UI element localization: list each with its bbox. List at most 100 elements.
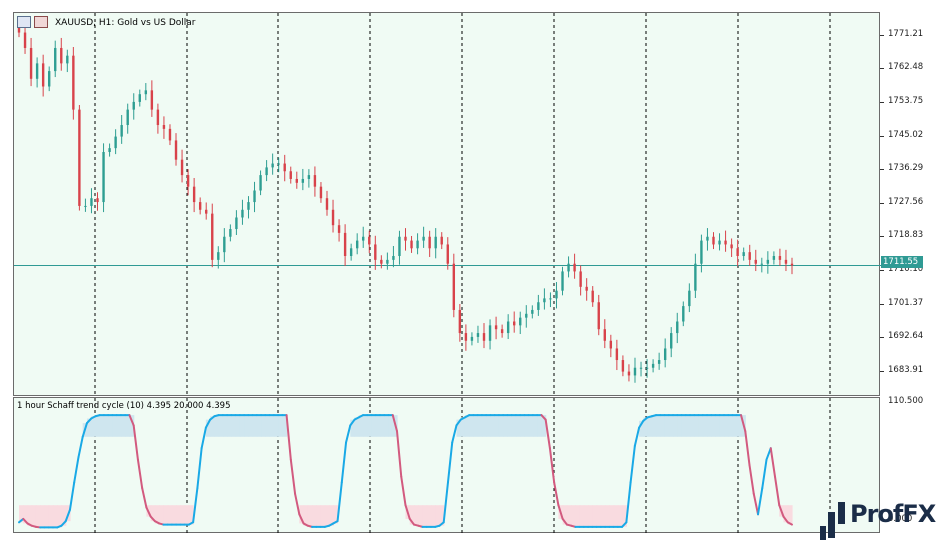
stc-line-segment	[786, 521, 793, 526]
candle	[500, 324, 504, 338]
price-axis-label: 1718.83	[888, 230, 924, 241]
candle	[639, 361, 643, 377]
indicator-pane[interactable]	[13, 397, 880, 534]
chart-bars-icon[interactable]	[34, 16, 48, 28]
overbought-zone	[99, 415, 105, 437]
candle	[84, 198, 87, 212]
candle	[760, 257, 764, 273]
candle	[428, 230, 431, 257]
candle	[60, 37, 63, 71]
oversold-zone	[312, 505, 317, 527]
oversold-zone	[409, 505, 415, 525]
overbought-zone	[715, 415, 721, 437]
stc-line-segment	[349, 418, 356, 427]
price-axis-tick	[880, 34, 884, 36]
candle	[670, 327, 673, 358]
candle	[162, 116, 166, 139]
overbought-zone	[515, 415, 521, 437]
overbought-zone	[227, 415, 232, 437]
candle	[422, 226, 425, 248]
overbought-zone	[125, 415, 131, 437]
overbought-zone	[528, 415, 534, 437]
indicator-axis-label: 110.500	[888, 396, 924, 406]
oversold-zone	[184, 505, 190, 525]
candle	[682, 301, 685, 327]
overbought-zone	[244, 415, 249, 437]
candle	[235, 210, 238, 236]
candle	[543, 288, 546, 310]
price-axis-label: 1736.29	[888, 163, 924, 174]
candle	[567, 256, 570, 278]
stc-line-segment	[544, 418, 551, 450]
stc-line-segment	[128, 414, 135, 427]
overbought-zone	[464, 415, 470, 437]
oversold-zone	[150, 505, 156, 522]
stc-line-segment	[761, 458, 768, 490]
candle	[736, 239, 739, 267]
overbought-zone	[694, 415, 700, 437]
price-axis-tick	[880, 68, 884, 70]
candle	[168, 124, 172, 146]
price-axis-tick	[880, 303, 884, 305]
candle	[615, 339, 619, 371]
candle	[549, 292, 552, 308]
overbought-zone	[647, 416, 653, 437]
stc-line-segment	[149, 515, 156, 523]
candle	[766, 251, 770, 274]
overbought-zone	[698, 415, 704, 437]
oversold-zone	[35, 505, 41, 528]
stc-line-segment	[298, 513, 305, 525]
stc-line-segment	[22, 517, 29, 525]
overbought-zone	[108, 415, 114, 437]
candle	[724, 230, 727, 252]
stc-line-segment	[289, 458, 297, 495]
stc-line-segment	[60, 520, 67, 527]
oversold-zone	[180, 505, 186, 525]
candle	[392, 245, 395, 268]
overbought-zone	[265, 415, 271, 437]
overbought-zone	[205, 419, 211, 437]
candle	[331, 199, 335, 233]
price-chart-pane[interactable]	[13, 12, 881, 397]
brand-watermark: ProfFX	[820, 498, 946, 546]
price-axis-tick	[880, 135, 884, 137]
oversold-zone	[329, 505, 334, 526]
stc-line-segment	[748, 464, 755, 495]
candle	[700, 234, 703, 273]
overbought-zone	[520, 415, 526, 437]
oversold-zone	[413, 505, 419, 526]
candle	[754, 249, 757, 272]
overbought-zone	[273, 415, 279, 437]
oversold-zone	[61, 505, 67, 526]
overbought-zone	[222, 415, 228, 437]
candle	[253, 181, 256, 213]
candle	[247, 196, 250, 219]
candle	[126, 103, 129, 134]
stc-line-segment	[540, 414, 547, 421]
oversold-zone	[622, 505, 627, 527]
stc-line-segment	[64, 508, 71, 523]
candle	[398, 230, 401, 265]
overbought-zone	[490, 415, 496, 437]
oversold-zone	[44, 505, 50, 528]
candle	[694, 253, 697, 299]
overbought-zone	[494, 415, 500, 437]
price-axis-label: 1745.02	[888, 129, 924, 140]
overbought-zone	[681, 415, 687, 437]
candle	[138, 89, 141, 107]
candle	[349, 243, 353, 261]
oversold-zone	[600, 505, 606, 527]
oversold-zone	[566, 505, 572, 526]
candle	[41, 54, 45, 97]
overbought-zone	[120, 415, 126, 437]
price-axis-tick	[880, 370, 884, 372]
overbought-zone	[507, 415, 513, 437]
overbought-zone	[732, 415, 738, 437]
overbought-zone	[498, 415, 504, 437]
oversold-zone	[609, 505, 615, 527]
candle	[108, 143, 111, 157]
overbought-zone	[116, 415, 122, 437]
stc-line-segment	[638, 419, 645, 429]
chart-window-icon[interactable]	[17, 16, 31, 28]
